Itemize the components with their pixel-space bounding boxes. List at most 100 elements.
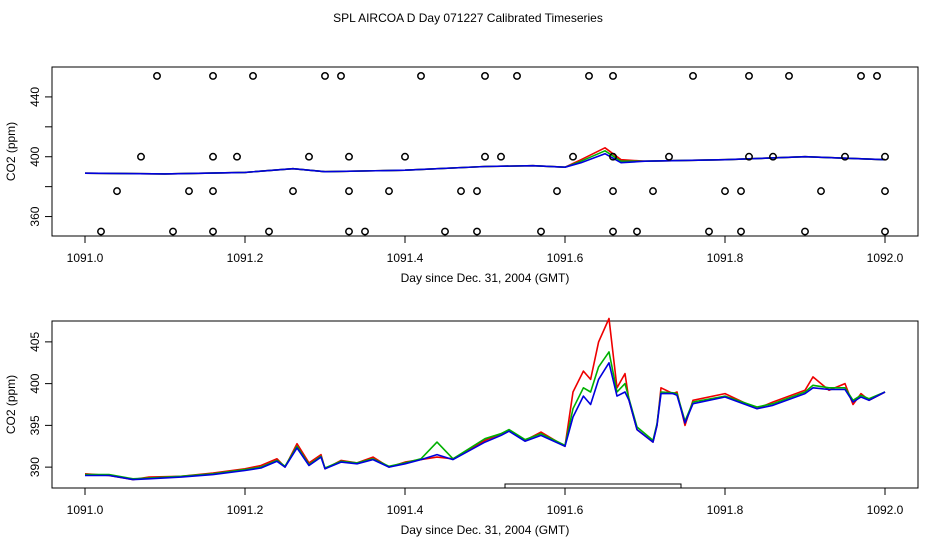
scatter-point xyxy=(209,187,217,196)
scatter-point xyxy=(345,187,353,196)
scatter-point xyxy=(609,187,617,196)
scatter-point xyxy=(481,152,489,161)
scatter-point xyxy=(497,152,505,161)
series-line-red xyxy=(84,147,886,175)
scatter-point xyxy=(345,227,353,236)
x-tick-label: 1092.0 xyxy=(867,251,904,265)
top-scatter-points xyxy=(97,72,889,236)
y-tick-label: 395 xyxy=(28,415,42,435)
x-tick-label: 1091.6 xyxy=(547,251,584,265)
scatter-point xyxy=(585,72,593,80)
time-range-bracket xyxy=(504,483,682,489)
scatter-point xyxy=(785,72,793,80)
scatter-point xyxy=(609,152,617,161)
scatter-point xyxy=(441,227,449,236)
x-tick-label: 1091.4 xyxy=(387,503,424,517)
scatter-point xyxy=(721,187,729,196)
scatter-point xyxy=(473,187,481,196)
series-line-red xyxy=(84,317,886,481)
scatter-point xyxy=(361,227,369,236)
scatter-point xyxy=(209,152,217,161)
scatter-point xyxy=(841,152,849,161)
scatter-point xyxy=(881,152,889,161)
x-tick-label: 1091.8 xyxy=(707,503,744,517)
scatter-point xyxy=(305,152,313,161)
scatter-point xyxy=(705,227,713,236)
scatter-point xyxy=(169,227,177,236)
scatter-point xyxy=(745,152,753,161)
scatter-point xyxy=(137,152,145,161)
scatter-point xyxy=(737,187,745,196)
scatter-point xyxy=(857,72,865,80)
top-x-axis: 1091.0 1091.2 1091.4 1091.6 1091.8 1092.0 xyxy=(67,235,904,265)
scatter-point xyxy=(513,72,521,80)
scatter-point xyxy=(417,72,425,80)
scatter-point xyxy=(881,227,889,236)
scatter-point xyxy=(113,187,121,196)
y-tick-label: 390 xyxy=(28,457,42,477)
scatter-point xyxy=(233,152,241,161)
scatter-point xyxy=(473,227,481,236)
scatter-point xyxy=(97,227,105,236)
bottom-panel: 1091.0 1091.2 1091.4 1091.6 1091.8 1092.0 390… xyxy=(4,317,919,537)
scatter-point xyxy=(249,72,257,80)
x-tick-label: 1091.0 xyxy=(67,251,104,265)
scatter-point xyxy=(209,227,217,236)
y-tick-label: 405 xyxy=(28,332,42,352)
bottom-series-lines xyxy=(84,317,886,481)
x-tick-label: 1091.2 xyxy=(227,503,264,517)
scatter-point xyxy=(537,227,545,236)
scatter-point xyxy=(337,72,345,80)
top-x-axis-title: Day since Dec. 31, 2004 (GMT) xyxy=(401,271,570,285)
scatter-point xyxy=(817,187,825,196)
scatter-point xyxy=(457,187,465,196)
top-series-lines xyxy=(84,147,886,175)
x-tick-label: 1091.0 xyxy=(67,503,104,517)
bottom-y-axis: 390 395 400 405 xyxy=(28,332,53,477)
y-tick-label: 400 xyxy=(28,146,42,166)
scatter-point xyxy=(769,152,777,161)
scatter-point xyxy=(649,187,657,196)
scatter-point xyxy=(185,187,193,196)
series-line-blue xyxy=(84,152,886,175)
scatter-point xyxy=(665,152,673,161)
scatter-point xyxy=(321,72,329,80)
scatter-point xyxy=(737,227,745,236)
scatter-point xyxy=(569,152,577,161)
scatter-point xyxy=(881,187,889,196)
x-tick-label: 1091.2 xyxy=(227,251,264,265)
top-y-axis: 360 400 440 xyxy=(28,87,53,227)
scatter-point xyxy=(553,187,561,196)
top-panel: 1091.0 1091.2 1091.4 1091.6 1091.8 1092.0 360… xyxy=(4,66,919,285)
scatter-point xyxy=(289,187,297,196)
scatter-point xyxy=(209,72,217,80)
series-line-green xyxy=(85,351,886,480)
scatter-point xyxy=(609,227,617,236)
scatter-point xyxy=(689,72,697,80)
bottom-x-axis: 1091.0 1091.2 1091.4 1091.6 1091.8 1092.0 xyxy=(67,487,904,517)
scatter-point xyxy=(801,227,809,236)
bottom-plot-frame xyxy=(51,320,919,489)
scatter-point xyxy=(401,152,409,161)
scatter-point xyxy=(745,72,753,80)
scatter-point xyxy=(873,72,881,80)
series-line-blue xyxy=(85,361,886,481)
chart-title: SPL AIRCOA D Day 071227 Calibrated Times… xyxy=(333,11,603,25)
bottom-y-axis-title: CO2 (ppm) xyxy=(4,375,18,434)
scatter-point xyxy=(265,227,273,236)
top-y-axis-title: CO2 (ppm) xyxy=(4,122,18,181)
x-tick-label: 1092.0 xyxy=(867,503,904,517)
bottom-x-axis-title: Day since Dec. 31, 2004 (GMT) xyxy=(401,523,570,537)
y-tick-label: 440 xyxy=(28,87,42,107)
x-tick-label: 1091.8 xyxy=(707,251,744,265)
scatter-point xyxy=(153,72,161,80)
scatter-point xyxy=(345,152,353,161)
scatter-point xyxy=(633,227,641,236)
top-plot-frame xyxy=(51,66,919,237)
x-tick-label: 1091.4 xyxy=(387,251,424,265)
y-tick-label: 360 xyxy=(28,206,42,226)
scatter-point xyxy=(385,187,393,196)
x-tick-label: 1091.6 xyxy=(547,503,584,517)
scatter-point xyxy=(609,72,617,80)
